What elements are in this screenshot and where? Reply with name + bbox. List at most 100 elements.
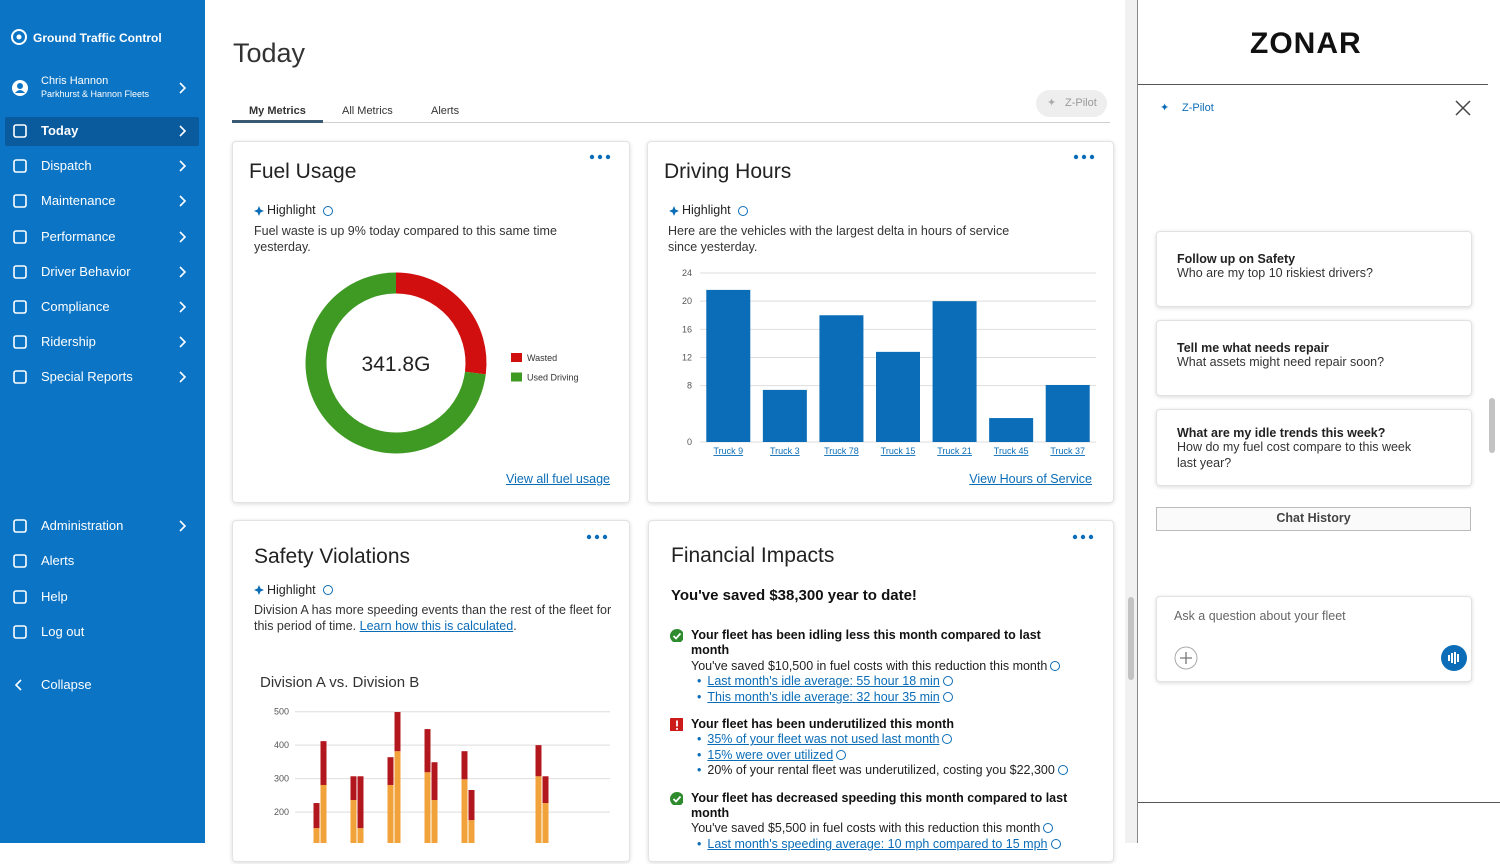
nav-item[interactable]: Log out xyxy=(41,623,85,639)
chevron xyxy=(179,82,187,94)
voice-button[interactable] xyxy=(1441,645,1467,671)
nav-item[interactable]: Help xyxy=(41,588,68,604)
impact-title: Your fleet has decreased speeding this m… xyxy=(691,790,1068,821)
suggestion-content: Tell me what needs repair What assets mig… xyxy=(1177,341,1422,371)
bullet-link[interactable]: Last month's idle average: 55 hour 18 mi… xyxy=(707,674,940,689)
chevron xyxy=(179,195,187,207)
info-icon xyxy=(1050,838,1061,849)
bullet-dot: • xyxy=(697,763,702,778)
suggestion-card[interactable]: Tell me what needs repair What assets mig… xyxy=(1156,320,1472,396)
safety-card xyxy=(232,520,630,862)
collapse[interactable]: Collapse xyxy=(41,677,92,692)
card-text: Division A has more speeding events than… xyxy=(254,603,619,634)
bullet-link[interactable]: This month's idle average: 32 hour 35 mi… xyxy=(707,689,940,704)
collapse-icon xyxy=(14,679,22,691)
summary: You've saved $38,300 year to date! xyxy=(671,587,917,604)
bullet-link[interactable]: 15% were over utilized xyxy=(707,747,834,762)
chat-input[interactable] xyxy=(1156,596,1472,682)
user-name[interactable]: Chris Hannon xyxy=(41,75,109,87)
info-icon xyxy=(942,691,953,702)
nav-item[interactable]: Special Reports xyxy=(41,369,133,385)
chevron xyxy=(179,371,187,383)
scroll-thumb[interactable] xyxy=(1128,597,1134,680)
suggestion-title[interactable]: What are my idle trends this week? xyxy=(1177,426,1386,440)
nav-item[interactable]: Maintenance xyxy=(41,193,116,209)
tab-rule xyxy=(232,122,1110,123)
chevron xyxy=(179,160,187,172)
fuel-card xyxy=(232,141,630,503)
info-icon xyxy=(942,676,953,687)
nav-icon xyxy=(13,625,27,639)
financial-list: Your fleet has been idling less this mon… xyxy=(670,628,1070,864)
scroll-thumb[interactable] xyxy=(1489,398,1495,453)
brand-icon xyxy=(11,29,27,45)
bullet: • This month's idle average: 32 hour 35 m… xyxy=(691,690,1070,705)
suggestion-title[interactable]: Follow up on Safety xyxy=(1177,252,1296,266)
nav-item[interactable]: Administration xyxy=(41,518,124,533)
card-title: Financial Impacts xyxy=(671,544,835,567)
info-icon xyxy=(942,734,953,745)
text: . xyxy=(513,618,517,633)
suggestion-text[interactable]: Who are my top 10 riskiest drivers? xyxy=(1177,266,1373,280)
bullet: • 20% of your rental fleet was underutili… xyxy=(691,763,1070,778)
brand: Ground Traffic Control xyxy=(33,31,162,45)
check-icon xyxy=(670,629,683,642)
suggestion-text[interactable]: What assets might need repair soon? xyxy=(1177,355,1385,369)
info-icon xyxy=(1043,823,1054,834)
close-button[interactable] xyxy=(1455,100,1471,116)
nav-icon xyxy=(13,124,27,138)
nav-item[interactable]: Compliance xyxy=(41,299,110,314)
tab[interactable]: All Metrics xyxy=(342,105,393,117)
chevron xyxy=(179,231,187,243)
bullet-text: 20% of your rental fleet was underutiliz… xyxy=(707,763,1055,778)
panel-rule xyxy=(1138,802,1500,803)
nav-item[interactable]: Today xyxy=(41,123,79,138)
suggestion-card[interactable]: What are my idle trends this week? How do… xyxy=(1156,409,1472,486)
user-icon xyxy=(12,80,28,96)
active-nav-bg xyxy=(5,117,199,146)
nav-item[interactable]: Ridership xyxy=(41,334,96,350)
nav-icon xyxy=(13,519,27,533)
zpilot-button-label[interactable]: Z-Pilot xyxy=(1065,97,1097,109)
page-title: Today xyxy=(233,38,306,68)
impact-text: You've saved $10,500 in fuel costs with … xyxy=(691,659,1070,674)
nav-item[interactable]: Performance xyxy=(41,228,116,244)
bullet-link[interactable]: 35% of your fleet was not used last mont… xyxy=(707,732,940,747)
financial-card xyxy=(648,520,1114,862)
zpilot-button[interactable] xyxy=(1036,90,1107,117)
highlight: Highlight xyxy=(682,203,731,217)
card-link[interactable]: View Hours of Service xyxy=(969,472,1092,486)
nav-item[interactable]: Dispatch xyxy=(41,158,92,174)
card-text: Here are the vehicles with the largest d… xyxy=(668,224,1010,254)
text: Division A has more speeding events than… xyxy=(254,603,612,633)
impact-item: Your fleet has decreased speeding this m… xyxy=(670,791,1070,853)
tab[interactable]: My Metrics xyxy=(249,105,306,117)
card-link[interactable]: Learn how this is calculated xyxy=(359,618,514,633)
suggestion-text[interactable]: How do my fuel cost compare to this week… xyxy=(1177,440,1412,470)
scrollbar[interactable] xyxy=(1125,0,1137,843)
chevron xyxy=(179,301,187,313)
nav-icon xyxy=(13,194,27,209)
nav-item[interactable]: Driver Behavior xyxy=(41,263,131,279)
nav-item[interactable]: Alerts xyxy=(41,553,75,569)
suggestion-card[interactable]: Follow up on Safety Who are my top 10 ris… xyxy=(1156,231,1472,307)
card-link[interactable]: View all fuel usage xyxy=(505,472,610,486)
sparkle-icon: ✦ xyxy=(1047,97,1057,109)
bullet: • 35% of your fleet was not used last mon… xyxy=(691,732,1070,747)
add-button[interactable] xyxy=(1174,646,1198,670)
impact-title: Your fleet has been underutilized this m… xyxy=(691,717,954,732)
bullet: • Last month's speeding average: 10 mph c… xyxy=(691,837,1070,852)
info-icon xyxy=(836,749,847,760)
bullet-link[interactable]: Last month's speeding average: 10 mph co… xyxy=(707,836,1048,851)
tab[interactable]: Alerts xyxy=(431,105,460,117)
panel-border xyxy=(1137,0,1138,843)
input-placeholder[interactable]: Ask a question about your fleet xyxy=(1174,609,1346,623)
card-title: Fuel Usage xyxy=(249,160,357,183)
panel-rule xyxy=(1138,84,1488,85)
bullet: • 15% were over utilized xyxy=(691,748,1070,763)
suggestion-title[interactable]: Tell me what needs repair xyxy=(1177,341,1329,355)
panel-title: Z-Pilot xyxy=(1182,102,1214,114)
chat-history-label[interactable]: Chat History xyxy=(1276,511,1351,525)
chat-history-button[interactable] xyxy=(1156,507,1471,531)
